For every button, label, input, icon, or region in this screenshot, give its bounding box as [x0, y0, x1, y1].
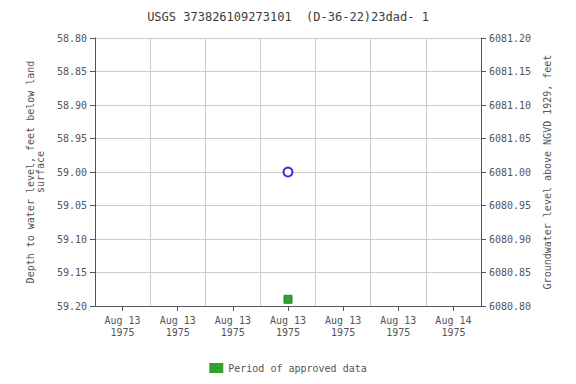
svg-text:Depth to water level, feet bel: Depth to water level, feet below land [25, 60, 37, 284]
svg-text:6081.00: 6081.00 [489, 167, 531, 178]
svg-text:Groundwater level above NGVD 1: Groundwater level above NGVD 1929, feet [542, 55, 553, 290]
svg-text:Aug 13: Aug 13 [325, 315, 361, 326]
svg-text:1975: 1975 [221, 327, 245, 338]
svg-text:1975: 1975 [331, 327, 355, 338]
svg-text:58.90: 58.90 [57, 100, 87, 111]
svg-text:6081.15: 6081.15 [489, 66, 531, 77]
svg-text:Aug 13: Aug 13 [160, 315, 196, 326]
svg-text:6081.10: 6081.10 [489, 100, 531, 111]
svg-text:Period of approved data: Period of approved data [228, 363, 366, 374]
svg-text:59.00: 59.00 [57, 167, 87, 178]
svg-text:59.20: 59.20 [57, 301, 87, 312]
svg-text:1975: 1975 [166, 327, 190, 338]
svg-text:1975: 1975 [386, 327, 410, 338]
svg-text:Aug 13: Aug 13 [270, 315, 306, 326]
svg-text:6081.05: 6081.05 [489, 133, 531, 144]
svg-text:Aug 13: Aug 13 [105, 315, 141, 326]
svg-text:USGS 373826109273101 (D-36-22: USGS 373826109273101 (D-36-22)23dad- 1 [147, 10, 429, 24]
svg-text:surface: surface [35, 151, 46, 193]
svg-text:Aug 13: Aug 13 [380, 315, 416, 326]
svg-text:59.10: 59.10 [57, 234, 87, 245]
svg-text:58.80: 58.80 [57, 33, 87, 44]
svg-text:1975: 1975 [276, 327, 300, 338]
svg-text:59.05: 59.05 [57, 200, 87, 211]
svg-text:6080.95: 6080.95 [489, 200, 531, 211]
svg-text:Aug 13: Aug 13 [215, 315, 251, 326]
svg-text:6080.90: 6080.90 [489, 234, 531, 245]
svg-text:1975: 1975 [111, 327, 135, 338]
svg-text:6081.20: 6081.20 [489, 33, 531, 44]
svg-text:6080.80: 6080.80 [489, 301, 531, 312]
svg-text:59.15: 59.15 [57, 267, 87, 278]
svg-text:58.95: 58.95 [57, 133, 87, 144]
svg-text:58.85: 58.85 [57, 66, 87, 77]
svg-text:1975: 1975 [441, 327, 465, 338]
svg-text:6080.85: 6080.85 [489, 267, 531, 278]
svg-text:Aug 14: Aug 14 [435, 315, 471, 326]
